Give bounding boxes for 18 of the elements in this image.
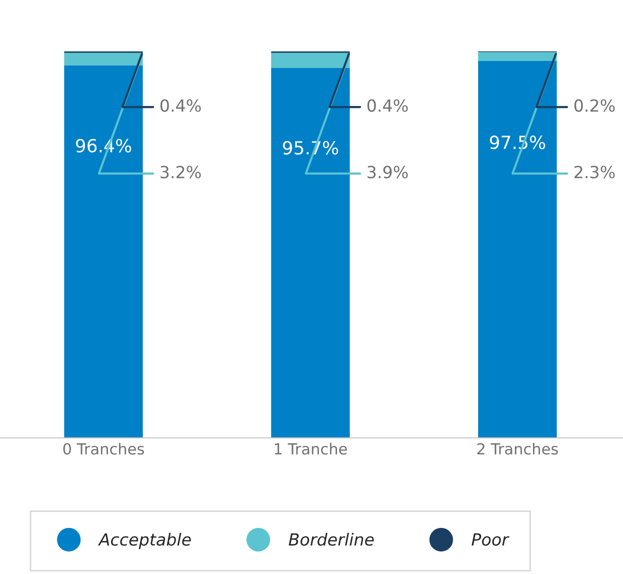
data-label: 95.7% — [282, 140, 338, 155]
x-tick-label: 2 Tranches — [477, 442, 558, 455]
bar — [271, 68, 350, 438]
bar — [478, 61, 557, 438]
data-label: 2.3% — [574, 166, 615, 178]
legend-label: Poor — [472, 533, 510, 546]
x-tick-label: 0 Tranches — [63, 442, 144, 455]
bar — [64, 65, 143, 438]
data-label: 0.2% — [574, 99, 615, 112]
legend-label: Borderline — [288, 532, 374, 546]
data-label: 0.4% — [160, 99, 201, 112]
data-label: 97.5% — [490, 136, 546, 150]
data-label: 96.4% — [76, 138, 132, 153]
data-label: 3.9% — [368, 166, 408, 178]
legend-label: Acceptable — [98, 532, 191, 549]
data-label: 3.2% — [160, 166, 201, 178]
x-tick-label: 1 Tranche — [274, 442, 347, 455]
data-label: 0.4% — [367, 99, 408, 112]
